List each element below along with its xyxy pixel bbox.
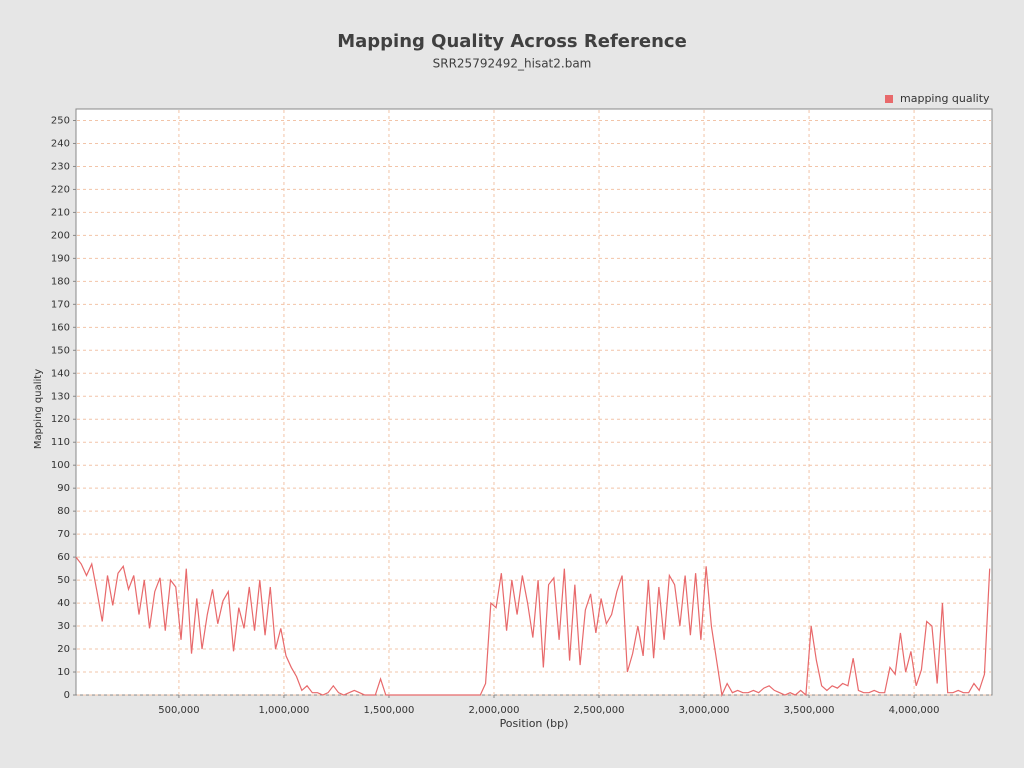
y-tick-label: 200 — [51, 230, 70, 241]
chart-subtitle: SRR25792492_hisat2.bam — [433, 57, 592, 71]
data-line — [75, 556, 991, 698]
y-tick-label: 50 — [57, 575, 70, 586]
y-tick-label: 120 — [51, 414, 70, 425]
y-tick-label: 150 — [51, 345, 70, 356]
x-tick-label: 500,000 — [158, 705, 199, 716]
y-axis-label: Mapping quality — [33, 369, 44, 449]
y-tick-label: 230 — [51, 161, 70, 172]
y-tick-label: 220 — [51, 184, 70, 195]
x-tick-label: 3,500,000 — [784, 705, 835, 716]
plot-area — [75, 108, 993, 696]
y-tick-label: 130 — [51, 391, 70, 402]
x-tick-label: 4,000,000 — [889, 705, 940, 716]
y-tick-label: 10 — [57, 667, 70, 678]
y-tick-label: 190 — [51, 253, 70, 264]
y-tick-label: 70 — [57, 529, 70, 540]
y-tick-label: 30 — [57, 621, 70, 632]
x-tick-label: 2,500,000 — [574, 705, 625, 716]
y-tick-label: 40 — [57, 598, 70, 609]
x-tick-label: 1,500,000 — [364, 705, 415, 716]
y-tick-label: 250 — [51, 115, 70, 126]
y-tick-label: 90 — [57, 483, 70, 494]
chart-title: Mapping Quality Across Reference — [337, 31, 687, 52]
y-tick-label: 60 — [57, 552, 70, 563]
y-tick-label: 180 — [51, 276, 70, 287]
y-tick-label: 140 — [51, 368, 70, 379]
y-tick-label: 160 — [51, 322, 70, 333]
y-tick-label: 240 — [51, 138, 70, 149]
legend-label: mapping quality — [900, 92, 990, 105]
y-tick-label: 100 — [51, 460, 70, 471]
x-axis-label: Position (bp) — [500, 717, 569, 730]
y-tick-label: 0 — [64, 690, 70, 701]
y-tick-label: 80 — [57, 506, 70, 517]
y-tick-label: 210 — [51, 207, 70, 218]
legend-swatch — [885, 95, 893, 103]
x-tick-label: 3,000,000 — [679, 705, 730, 716]
y-tick-label: 20 — [57, 644, 70, 655]
y-tick-label: 170 — [51, 299, 70, 310]
x-tick-label: 1,000,000 — [258, 705, 309, 716]
y-tick-label: 110 — [51, 437, 70, 448]
x-tick-label: 2,000,000 — [469, 705, 520, 716]
